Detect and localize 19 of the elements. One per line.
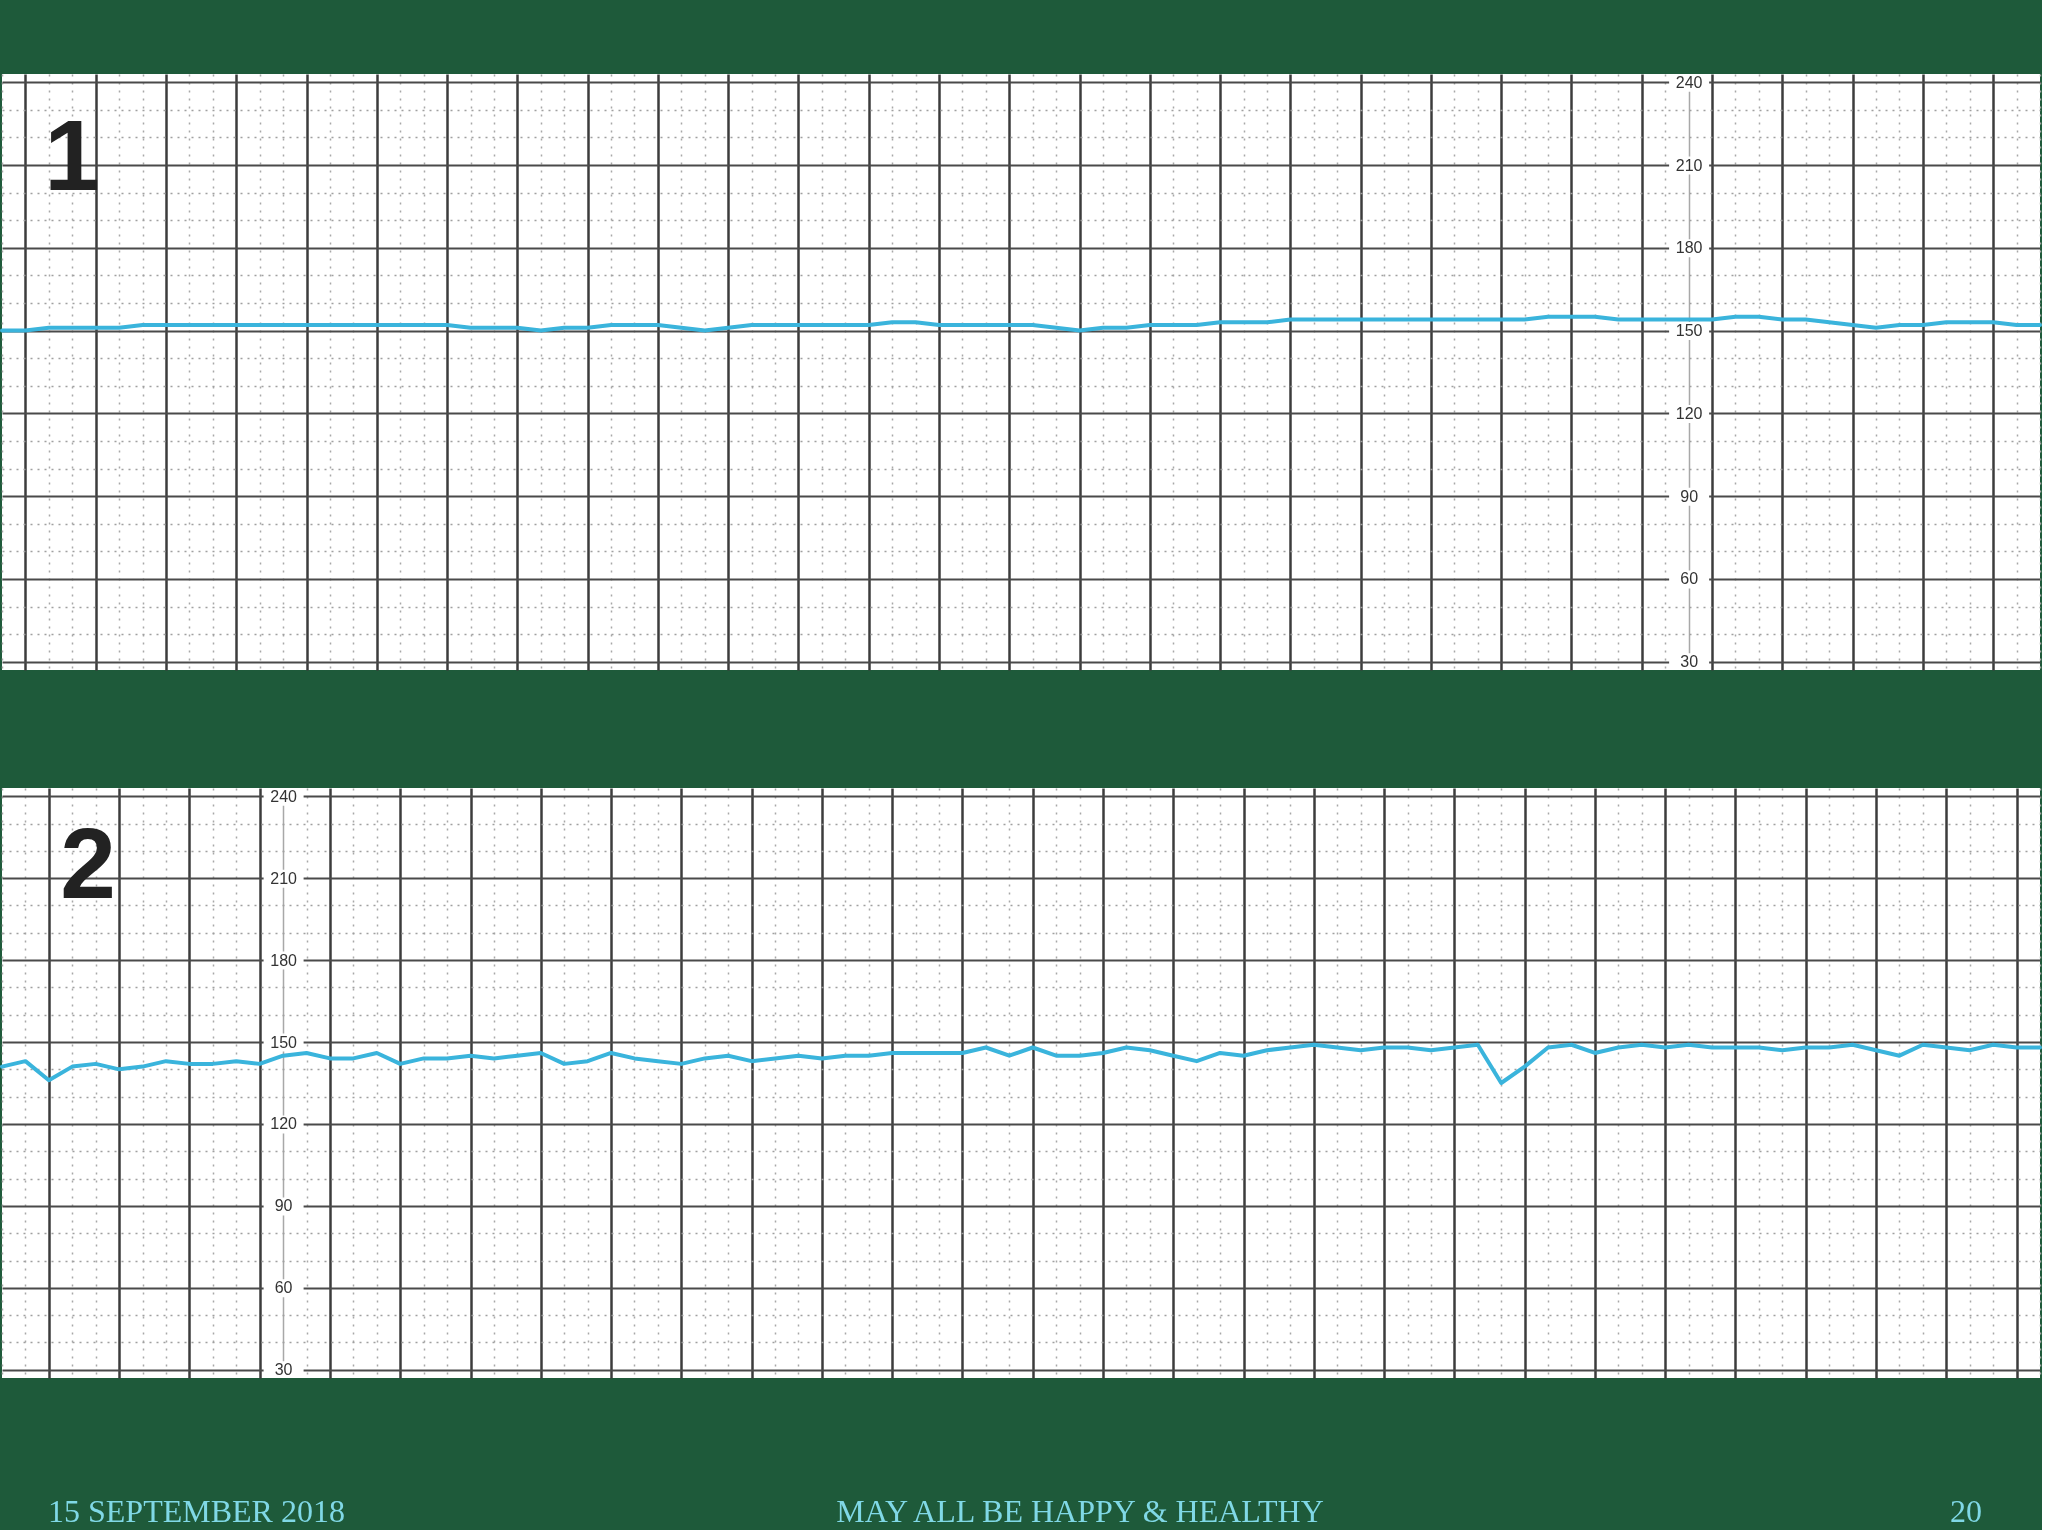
y-tick-label: 30 xyxy=(274,1361,293,1379)
y-tick-label: 240 xyxy=(270,787,298,805)
text: MAY ALL BE HAPPY & HEALTHY xyxy=(836,1493,1324,1529)
y-tick-label: 210 xyxy=(270,869,298,887)
y-tick-label: 90 xyxy=(274,1197,293,1215)
y-tick-label: 60 xyxy=(274,1279,293,1297)
y-tick-label: 210 xyxy=(1675,156,1703,174)
y-tick-label: 180 xyxy=(270,951,298,969)
y-tick-label: 60 xyxy=(1680,570,1699,588)
text: 15 SEPTEMBER 2018 xyxy=(48,1493,345,1529)
y-tick-label: 30 xyxy=(1680,653,1699,671)
y-tick-label: 150 xyxy=(270,1033,298,1051)
y-tick-label: 150 xyxy=(1675,322,1703,340)
text: 20 xyxy=(1950,1493,1982,1529)
y-tick-label: 180 xyxy=(1675,239,1703,257)
y-tick-label: 120 xyxy=(1675,404,1703,422)
y-tick-label: 120 xyxy=(270,1115,298,1133)
y-tick-label: 90 xyxy=(1680,487,1699,505)
y-tick-label: 240 xyxy=(1675,73,1703,91)
